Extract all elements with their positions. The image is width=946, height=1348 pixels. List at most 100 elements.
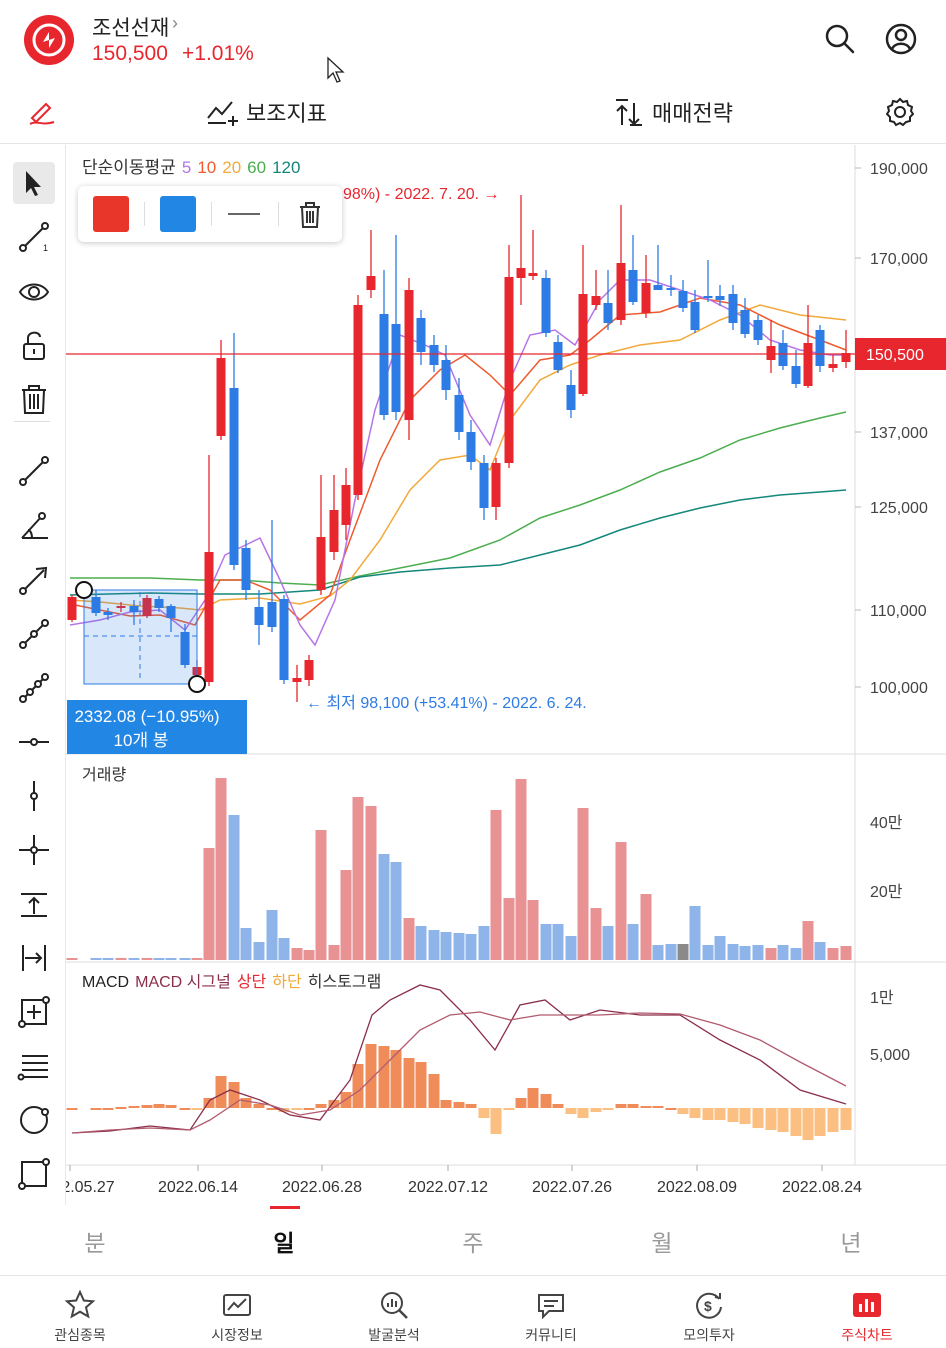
volume-bar xyxy=(303,950,315,960)
macd-histogram-bar xyxy=(652,1106,664,1108)
trend-line-tool-icon[interactable] xyxy=(13,450,55,492)
mouse-cursor-icon xyxy=(327,56,345,83)
volume-bar xyxy=(840,946,852,960)
horizontal-line-tool-icon[interactable] xyxy=(13,721,55,763)
volume-bar xyxy=(240,928,252,960)
tab-day[interactable]: 일 xyxy=(273,1230,295,1256)
horizontal-measure-tool-icon[interactable] xyxy=(13,937,55,979)
trash-icon[interactable] xyxy=(294,198,326,230)
line-style-icon[interactable] xyxy=(228,198,260,230)
account-icon[interactable] xyxy=(884,22,918,56)
volume-bar xyxy=(503,898,515,960)
fib-lines-tool-icon[interactable] xyxy=(13,1045,55,1087)
macd-histogram-bar xyxy=(115,1107,127,1109)
volume-bar xyxy=(428,930,440,960)
ma120-line xyxy=(69,489,847,596)
candle-up xyxy=(329,510,339,552)
macd-histogram-bar xyxy=(802,1108,814,1140)
candle-down xyxy=(454,395,464,432)
candle-down xyxy=(180,632,190,665)
nav-label: 커뮤니티 xyxy=(525,1327,577,1343)
macd-histogram-bar xyxy=(752,1108,764,1128)
settings-icon[interactable] xyxy=(884,96,916,128)
strategy-label: 매매전략 xyxy=(652,101,733,126)
market-chart-icon xyxy=(223,1294,251,1316)
ma-legend-item: 120 xyxy=(272,158,300,177)
nav-label: 발굴분석 xyxy=(368,1327,420,1343)
vertical-line-tool-icon[interactable] xyxy=(13,775,55,817)
trash-tool-icon[interactable] xyxy=(13,378,55,420)
search-icon[interactable] xyxy=(823,22,857,56)
rectangle-tool-icon[interactable] xyxy=(13,1153,55,1195)
stock-chart[interactable]: 단순이동평균 5 10 20 60 120 190,000 170,000 137,000 125… xyxy=(66,145,946,1205)
nav-market-chart[interactable]: 시장정보 xyxy=(177,1289,297,1345)
candle-down xyxy=(91,597,101,613)
arrow-line-tool-icon[interactable] xyxy=(13,559,55,601)
volume-bar xyxy=(677,944,689,960)
candle-down xyxy=(254,607,264,625)
vertical-measure-tool-icon[interactable] xyxy=(13,883,55,925)
volume-bar xyxy=(453,933,465,960)
nav-money-cycle[interactable]: $ 모의투자 xyxy=(649,1289,769,1345)
macd-histogram-bar xyxy=(266,1108,278,1110)
nav-star[interactable]: 관심종목 xyxy=(20,1289,140,1345)
add-box-tool-icon[interactable] xyxy=(13,991,55,1033)
cursor-tool-icon[interactable] xyxy=(13,162,55,204)
macd-histogram-bar xyxy=(440,1100,452,1108)
red-color-swatch[interactable] xyxy=(93,196,129,232)
candle-down xyxy=(154,599,164,608)
nav-magnifier-analysis[interactable]: 발굴분석 xyxy=(334,1289,454,1345)
macd-histogram-bar xyxy=(253,1104,265,1108)
multi-line-tool-icon[interactable] xyxy=(13,613,55,655)
indicator-button[interactable]: 보조지표 xyxy=(206,96,327,128)
candle-down xyxy=(690,302,700,330)
macd-histogram-bar xyxy=(153,1104,165,1108)
tab-year[interactable]: 년 xyxy=(840,1230,862,1256)
nav-label: 관심종목 xyxy=(54,1327,106,1343)
candle-down xyxy=(715,296,725,300)
nav-chat[interactable]: 커뮤니티 xyxy=(491,1289,611,1345)
tab-week[interactable]: 주 xyxy=(462,1230,484,1256)
line-1-tool-icon[interactable]: 1 xyxy=(13,216,55,258)
volume-bar xyxy=(215,778,227,960)
date-tick-label: 2022.08.24 xyxy=(782,1179,862,1196)
star-icon xyxy=(64,1289,96,1319)
tab-minute[interactable]: 분 xyxy=(84,1230,106,1256)
volume-tick-label: 20만 xyxy=(870,883,903,901)
eye-tool-icon[interactable] xyxy=(13,270,55,312)
volume-bar xyxy=(440,932,452,960)
pen-icon[interactable] xyxy=(26,96,58,128)
nav-bar-chart[interactable]: 주식차트 xyxy=(807,1289,927,1345)
volume-bar xyxy=(727,944,739,960)
macd-legend-item: 하단 xyxy=(272,973,302,991)
unlock-tool-icon[interactable] xyxy=(13,324,55,366)
candle-up xyxy=(404,290,414,420)
blue-color-swatch[interactable] xyxy=(160,196,196,232)
macd-histogram-bar xyxy=(552,1104,564,1108)
candle-up xyxy=(116,606,126,608)
stock-chevron-icon[interactable]: › xyxy=(172,13,178,33)
drawing-style-popup xyxy=(78,186,342,242)
circle-tool-icon[interactable] xyxy=(13,1099,55,1141)
macd-histogram-bar xyxy=(128,1106,140,1108)
candle-down xyxy=(815,330,825,366)
path-line-tool-icon[interactable] xyxy=(13,667,55,709)
volume-bar xyxy=(352,797,364,960)
stock-logo xyxy=(24,15,74,65)
candle-up xyxy=(366,276,376,290)
candle-up xyxy=(504,277,514,463)
macd-tick-label: 5,000 xyxy=(870,1047,910,1064)
cross-line-tool-icon[interactable] xyxy=(13,829,55,871)
tab-month[interactable]: 월 xyxy=(651,1230,673,1256)
macd-histogram-bar xyxy=(228,1082,240,1108)
strategy-button[interactable]: 매매전략 xyxy=(614,96,733,128)
candle-down xyxy=(566,385,576,410)
angle-line-tool-icon[interactable] xyxy=(13,505,55,547)
candle-up xyxy=(353,305,363,495)
macd-signal-line xyxy=(71,1011,847,1134)
macd-histogram-bar xyxy=(203,1098,215,1108)
stock-name[interactable]: 조선선재 xyxy=(92,17,170,40)
macd-histogram-bar xyxy=(365,1044,377,1108)
indicator-label: 보조지표 xyxy=(246,101,327,126)
macd-histogram-bar xyxy=(627,1104,639,1108)
